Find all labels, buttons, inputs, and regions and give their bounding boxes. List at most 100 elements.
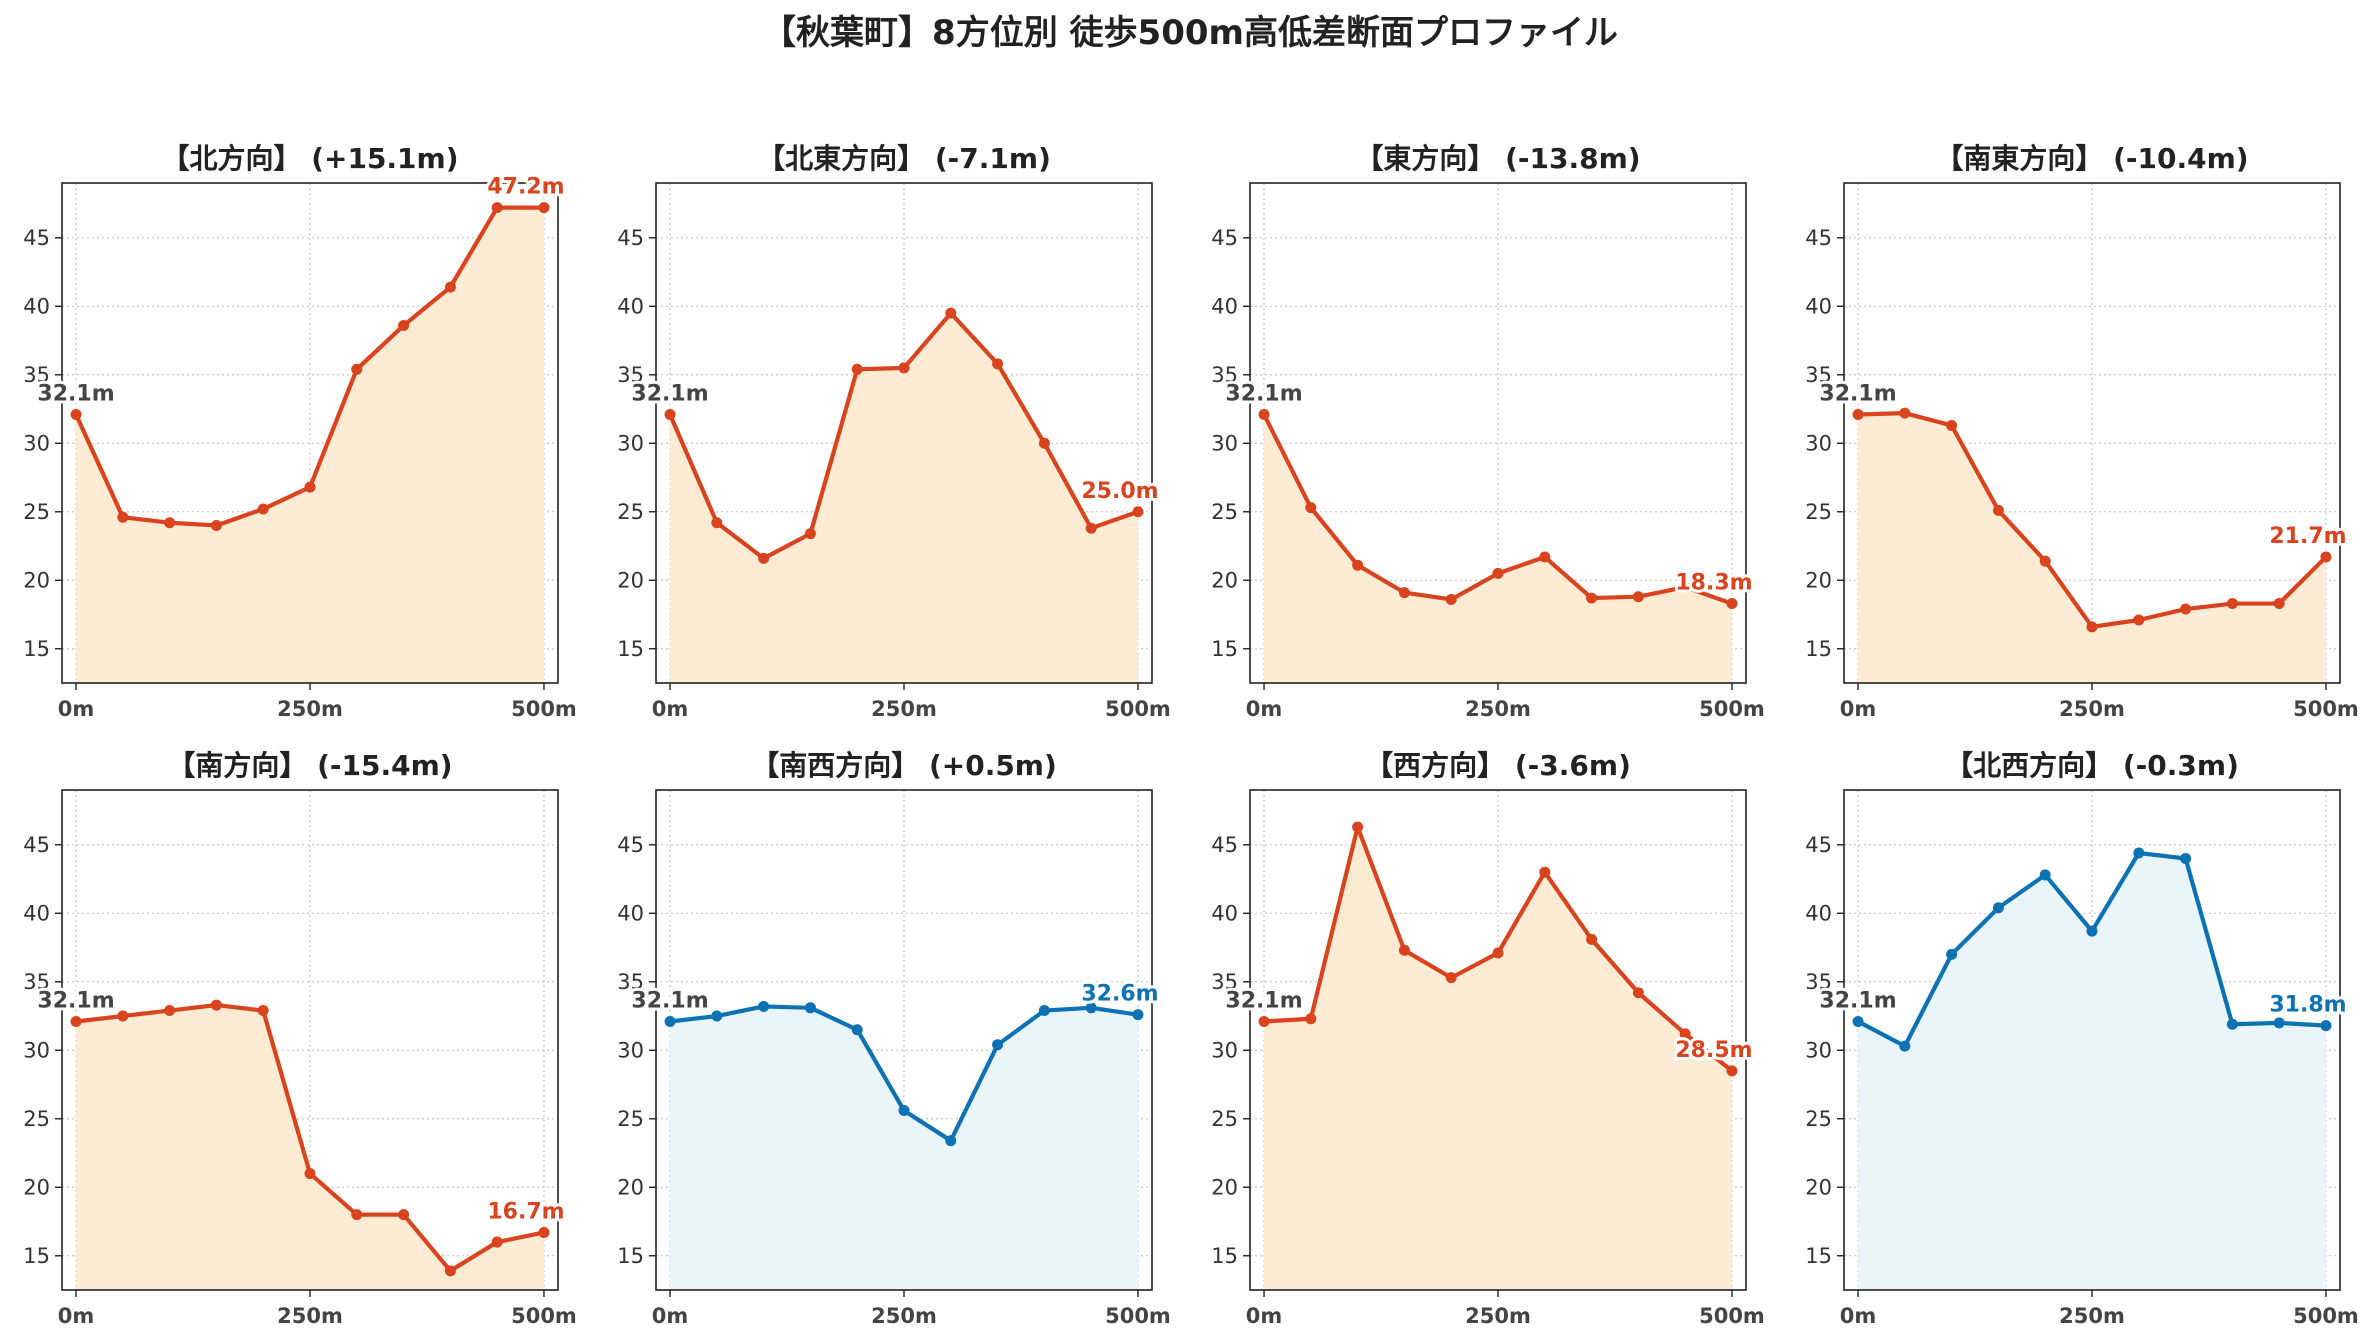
- elevation-point: [898, 362, 910, 374]
- y-tick-label: 40: [617, 294, 644, 318]
- start-elevation-label: 32.1m: [37, 382, 114, 407]
- elevation-point: [351, 1209, 363, 1221]
- elevation-point: [70, 1016, 82, 1028]
- elevation-point: [117, 1010, 129, 1022]
- elevation-point: [1398, 587, 1410, 599]
- panel-1: 【北東方向】 (-7.1m) 15 20 25 30 35 40 45 0m 250m 500m 32…: [617, 142, 1171, 721]
- x-tick-label: 0m: [1246, 697, 1283, 721]
- panel-5: 【南西方向】 (+0.5m) 15 20 25 30 35 40 45 0m 250m 500m 32…: [617, 749, 1171, 1328]
- figure-title: 【秋葉町】8方位別 徒歩500m高低差断面プロファイル: [762, 13, 1618, 53]
- elevation-point: [1679, 1028, 1691, 1040]
- x-tick-label: 500m: [2293, 1304, 2359, 1328]
- elevation-point: [538, 202, 550, 214]
- elevation-point: [2320, 551, 2332, 563]
- elevation-point: [1305, 1013, 1317, 1025]
- elevation-point: [2039, 555, 2051, 567]
- elevation-point: [851, 1024, 863, 1036]
- y-tick-label: 15: [1211, 1244, 1238, 1268]
- y-tick-label: 20: [1211, 1175, 1238, 1199]
- elevation-point: [1852, 409, 1864, 421]
- panel-title: 【北方向】 (+15.1m): [161, 142, 458, 175]
- y-tick-label: 35: [23, 970, 50, 994]
- elevation-point: [1899, 407, 1911, 419]
- y-tick-label: 40: [1805, 294, 1832, 318]
- y-tick-label: 45: [1211, 833, 1238, 857]
- elevation-point: [1679, 581, 1691, 593]
- y-tick-label: 25: [23, 1107, 50, 1131]
- elevation-point: [2320, 1020, 2332, 1032]
- elevation-point: [164, 517, 176, 529]
- y-tick-label: 40: [1211, 294, 1238, 318]
- elevation-point: [2180, 603, 2192, 615]
- panel-title: 【南方向】 (-15.4m): [167, 749, 452, 782]
- elevation-point: [491, 202, 503, 214]
- elevation-point: [2226, 1018, 2238, 1030]
- panel-0: 【北方向】 (+15.1m) 15 20 25 30 35 40 45 0m 250m 500m 32…: [23, 142, 577, 721]
- y-tick-label: 35: [1805, 970, 1832, 994]
- elevation-point: [491, 1236, 503, 1248]
- elevation-point: [898, 1105, 910, 1117]
- y-tick-label: 30: [1805, 1038, 1832, 1062]
- y-tick-label: 20: [23, 568, 50, 592]
- x-tick-label: 500m: [1699, 1304, 1765, 1328]
- start-elevation-label: 32.1m: [1225, 382, 1302, 407]
- elevation-point: [1445, 593, 1457, 605]
- elevation-point: [1398, 944, 1410, 956]
- y-tick-label: 20: [617, 568, 644, 592]
- end-elevation-label: 47.2m: [487, 175, 564, 200]
- x-tick-label: 500m: [1699, 697, 1765, 721]
- y-tick-label: 25: [1805, 500, 1832, 524]
- y-tick-label: 30: [23, 1038, 50, 1062]
- elevation-point: [1992, 902, 2004, 914]
- x-tick-label: 250m: [277, 697, 343, 721]
- panel-6: 【西方向】 (-3.6m) 15 20 25 30 35 40 45 0m 250m 500m 32.…: [1211, 749, 1765, 1328]
- end-elevation-label: 16.7m: [487, 1199, 564, 1224]
- y-tick-label: 45: [1211, 226, 1238, 250]
- y-tick-label: 15: [1805, 637, 1832, 661]
- panel-7: 【北西方向】 (-0.3m) 15 20 25 30 35 40 45 0m 250m 500m 32…: [1805, 749, 2359, 1328]
- elevation-point: [2226, 598, 2238, 610]
- x-tick-label: 0m: [652, 697, 689, 721]
- panel-title: 【南西方向】 (+0.5m): [751, 749, 1057, 782]
- elevation-point: [1352, 559, 1364, 571]
- y-tick-label: 30: [617, 1038, 644, 1062]
- elevation-point: [1258, 1016, 1270, 1028]
- elevation-point: [444, 1265, 456, 1277]
- start-elevation-label: 32.1m: [631, 989, 708, 1014]
- y-tick-label: 15: [617, 637, 644, 661]
- y-tick-label: 40: [617, 901, 644, 925]
- x-tick-label: 250m: [871, 697, 937, 721]
- elevation-point: [1992, 504, 2004, 516]
- start-elevation-label: 32.1m: [1819, 989, 1896, 1014]
- start-elevation-label: 32.1m: [631, 382, 708, 407]
- elevation-area: [670, 1006, 1138, 1290]
- elevation-point: [1726, 598, 1738, 610]
- panel-title: 【西方向】 (-3.6m): [1365, 749, 1631, 782]
- end-elevation-label: 18.3m: [1675, 571, 1752, 596]
- x-tick-label: 250m: [277, 1304, 343, 1328]
- elevation-point: [992, 1039, 1004, 1051]
- y-tick-label: 20: [1805, 1175, 1832, 1199]
- elevation-point: [70, 409, 82, 421]
- elevation-point: [1899, 1040, 1911, 1052]
- x-tick-label: 500m: [1105, 697, 1171, 721]
- y-tick-label: 20: [617, 1175, 644, 1199]
- elevation-point: [304, 481, 316, 493]
- elevation-point: [351, 363, 363, 375]
- elevation-point: [711, 517, 723, 529]
- y-tick-label: 15: [23, 1244, 50, 1268]
- elevation-point: [1852, 1016, 1864, 1028]
- y-tick-label: 35: [1805, 363, 1832, 387]
- y-tick-label: 20: [1211, 568, 1238, 592]
- end-elevation-label: 32.6m: [1081, 982, 1158, 1007]
- x-tick-label: 250m: [1465, 1304, 1531, 1328]
- y-tick-label: 15: [1211, 637, 1238, 661]
- start-elevation-label: 32.1m: [1225, 989, 1302, 1014]
- elevation-point: [1085, 1002, 1097, 1014]
- elevation-point: [444, 281, 456, 293]
- y-tick-label: 45: [23, 833, 50, 857]
- elevation-point: [117, 511, 129, 523]
- y-tick-label: 30: [1805, 431, 1832, 455]
- y-tick-label: 25: [1211, 500, 1238, 524]
- elevation-point: [304, 1168, 316, 1180]
